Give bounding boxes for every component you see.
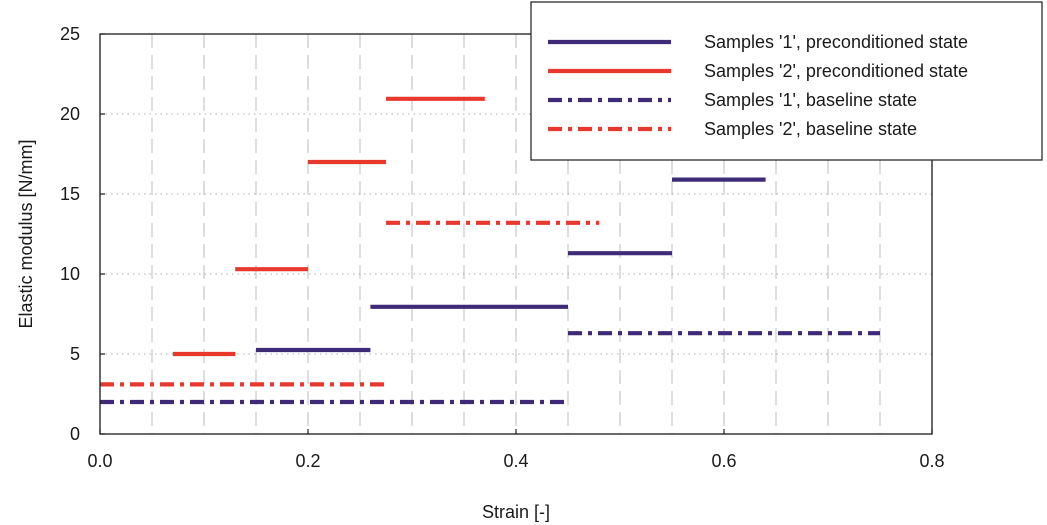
y-tick-label: 25 xyxy=(60,24,80,44)
y-tick-label: 5 xyxy=(70,344,80,364)
y-tick-label: 0 xyxy=(70,424,80,444)
y-tick-label: 20 xyxy=(60,104,80,124)
legend-label: Samples '1', baseline state xyxy=(704,90,917,110)
legend: Samples '1', preconditioned state Samples… xyxy=(530,1,1043,161)
legend-box xyxy=(530,1,1043,161)
x-axis-label: Strain [-] xyxy=(482,502,550,522)
legend-label: Samples '2', baseline state xyxy=(704,119,917,139)
y-tick-label: 15 xyxy=(60,184,80,204)
x-tick-label: 0.2 xyxy=(295,451,320,471)
legend-label: Samples '1', preconditioned state xyxy=(704,32,968,52)
series-layer xyxy=(100,96,880,405)
axis-ticks: 0.0 0.2 0.4 0.6 0.8 0 5 10 15 20 25 xyxy=(60,24,945,471)
y-tick-label: 10 xyxy=(60,264,80,284)
x-tick-label: 0.4 xyxy=(503,451,528,471)
legend-label: Samples '2', preconditioned state xyxy=(704,61,968,81)
x-tick-label: 0.0 xyxy=(87,451,112,471)
x-tick-label: 0.6 xyxy=(711,451,736,471)
y-axis-label: Elastic modulus [N/mm] xyxy=(16,139,36,328)
x-tick-label: 0.8 xyxy=(919,451,944,471)
